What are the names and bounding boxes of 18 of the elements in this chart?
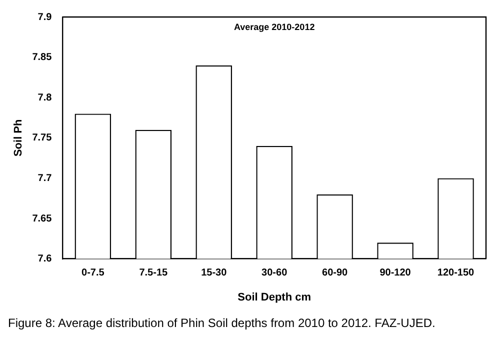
x-tick-label: 120-150 xyxy=(437,268,475,279)
y-tick-label: 7.6 xyxy=(38,254,52,265)
text: Average 2010-2012 xyxy=(234,22,315,32)
x-tick-label: 0-7.5 xyxy=(82,268,105,279)
x-tick-label: 7.5-15 xyxy=(139,268,168,279)
caption: Figure 8: Average distribution of Phin Soil depths from 2010 to 2012. FAZ-UJED. xyxy=(8,316,436,330)
x-tick-label: 90-120 xyxy=(380,268,412,279)
y-tick-label: 7.8 xyxy=(38,92,52,104)
x-tick-label: 60-90 xyxy=(322,268,348,279)
y-tick-label: 7.9 xyxy=(38,12,52,23)
y-tick-label: 7.65 xyxy=(32,213,52,224)
y-tick-label: 7.7 xyxy=(38,172,52,184)
y-tick-label: 7.75 xyxy=(32,132,52,144)
x-tick-label: 30-60 xyxy=(262,268,288,279)
y-tick-label: 7.85 xyxy=(32,52,52,64)
x-tick-label: 15-30 xyxy=(201,268,228,279)
y-axis-title: Soil Ph xyxy=(12,118,25,157)
x-axis-title: Soil Depth cm xyxy=(238,291,312,304)
